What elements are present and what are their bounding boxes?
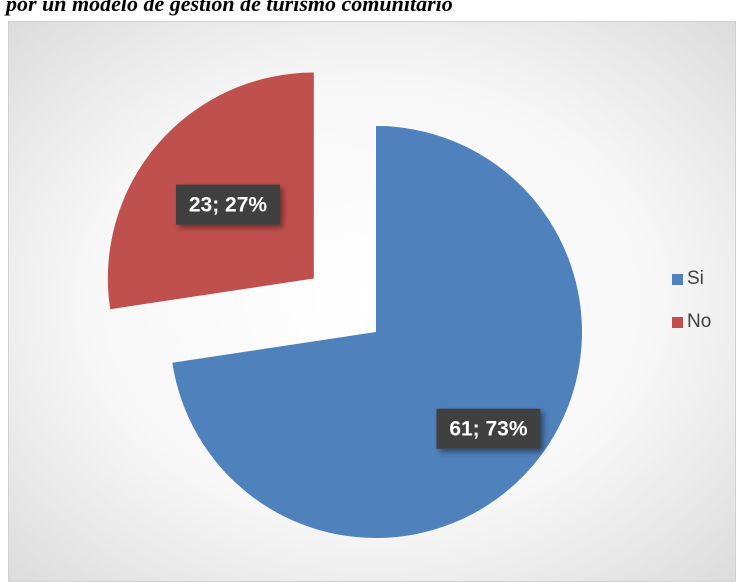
figure-caption: por un modelo de gestión de turismo comu… [6,0,453,16]
legend-swatch-no [672,316,683,328]
legend-item-no: No [672,311,711,333]
legend-label-no: No [687,311,712,332]
data-label-box [436,408,541,449]
data-label-text: 61; 73% [449,418,528,441]
legend: Si No [672,268,711,354]
legend-swatch-si [672,273,683,285]
legend-label-si: Si [687,268,704,289]
data-label-text: 23; 27% [189,194,268,217]
data-label-si: 61; 73% [436,408,541,449]
data-label-box [175,184,280,225]
data-label-no: 23; 27% [175,184,280,225]
legend-item-si: Si [672,268,711,290]
